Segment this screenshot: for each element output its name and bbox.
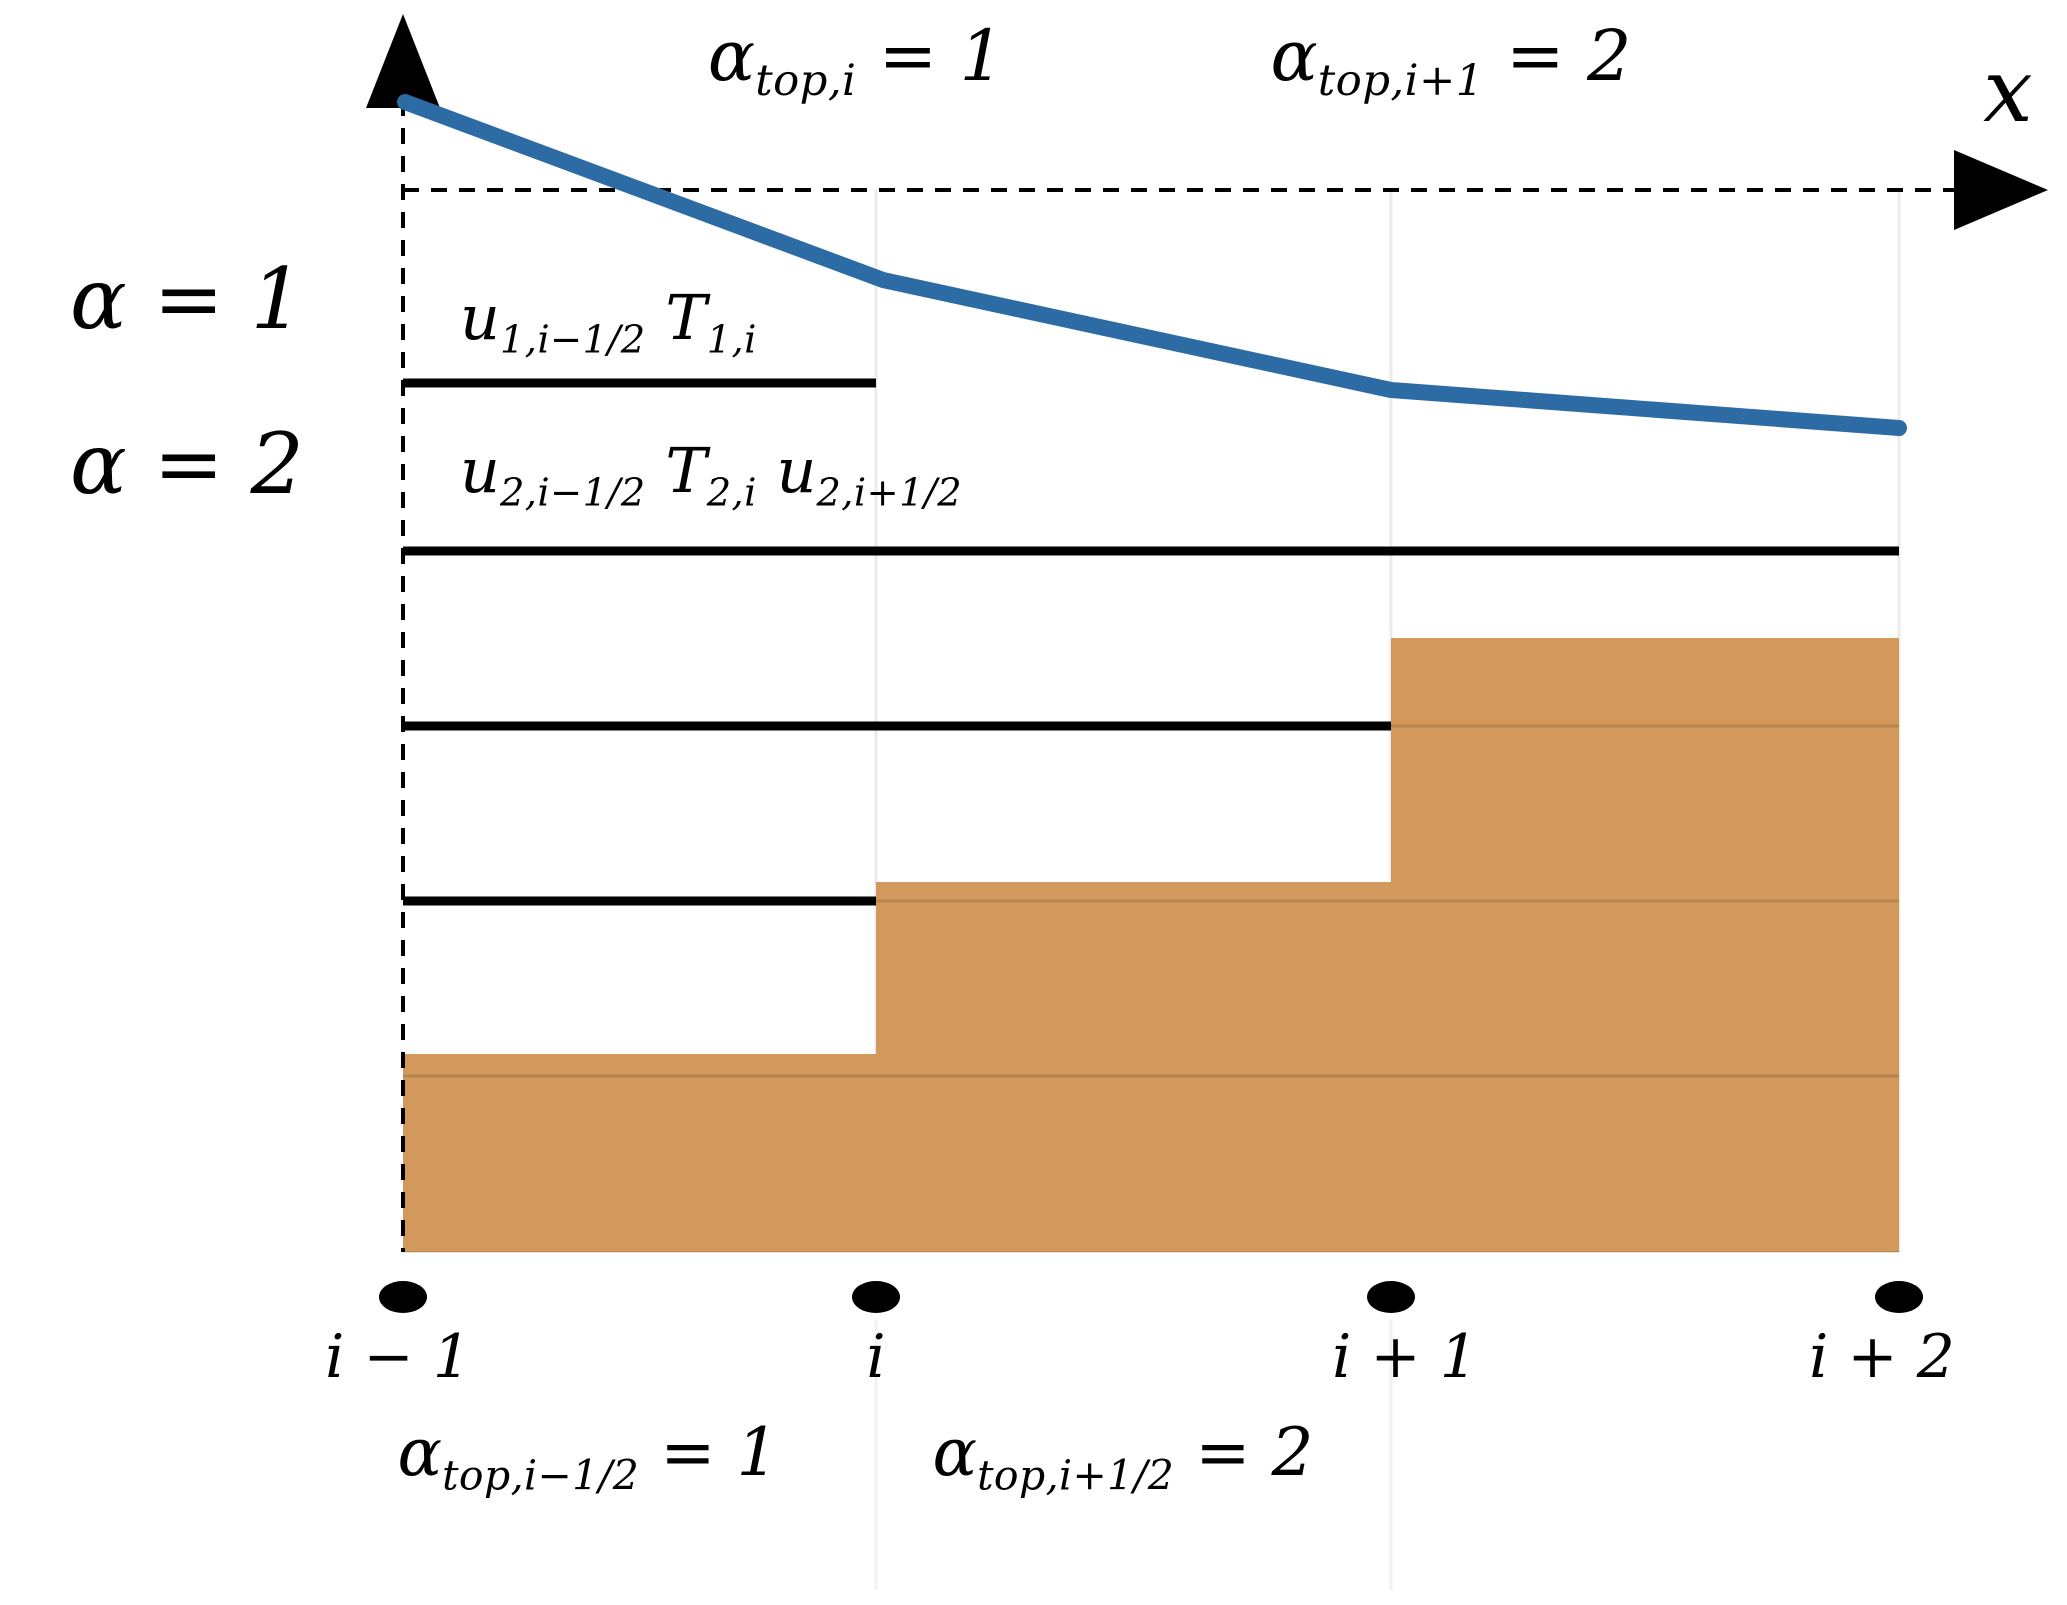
alpha-top-im12-label: αtop,i−1/2 = 1 — [397, 1414, 779, 1500]
free-surface-line — [397, 94, 1907, 436]
alpha-equals-2-label: α = 2 — [70, 415, 304, 513]
alpha-equals-1-label: α = 1 — [70, 250, 304, 348]
terrain-steps — [403, 638, 1899, 1252]
tick-label-ip2: i + 2 — [1809, 1322, 1955, 1392]
layer1-variables-label: u1,i−1/2 T1,i — [460, 281, 757, 363]
alpha-top-i-label: αtop,i = 1 — [707, 15, 1005, 107]
x-arrowhead-icon — [1954, 150, 2048, 230]
grid-node-dot-ip1 — [1367, 1281, 1415, 1313]
tick-label-ip1: i + 1 — [1332, 1322, 1478, 1392]
grid-node-dot-i — [852, 1281, 900, 1313]
alpha-top-ip12-label: αtop,i+1/2 = 2 — [932, 1414, 1314, 1500]
grid-node-dot-ip2 — [1875, 1281, 1923, 1313]
x-axis-label: x — [1983, 39, 2033, 142]
tick-label-im1: i − 1 — [325, 1322, 471, 1392]
layer2-variables-label: u2,i−1/2 T2,i u2,i+1/2 — [460, 434, 963, 516]
grid-node-dot-im1 — [379, 1281, 427, 1313]
tick-label-i: i — [866, 1322, 886, 1392]
alpha-top-ip1-label: αtop,i+1 = 2 — [1270, 15, 1632, 107]
up-arrowhead-icon — [366, 14, 440, 108]
